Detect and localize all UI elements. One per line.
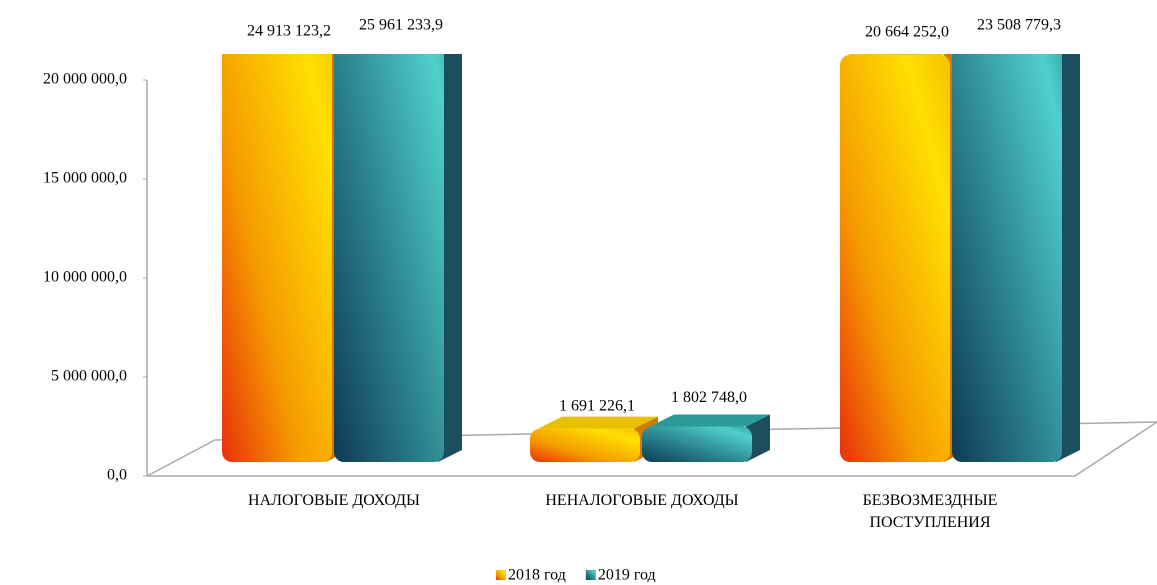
bar-top <box>848 54 946 55</box>
bar <box>530 428 640 462</box>
y-tick-label: 5 000 000,0 <box>51 368 127 385</box>
x-tick-label: НЕНАЛОГОВЫЕ ДОХОДЫ <box>545 492 739 509</box>
bar <box>642 426 752 462</box>
x-tick-label: БЕЗВОЗМЕЗДНЫЕ ПОСТУПЛЕНИЯ <box>862 492 998 531</box>
value-label: 1 691 226,1 <box>559 397 635 414</box>
value-label: 24 913 123,2 <box>247 23 331 40</box>
bar <box>952 54 1062 462</box>
bar <box>334 54 444 462</box>
bar-top <box>538 416 658 429</box>
value-label: 20 664 252,0 <box>865 24 949 41</box>
legend-swatch <box>496 570 506 580</box>
bar <box>222 54 332 462</box>
y-tick-label: 0,0 <box>107 467 127 484</box>
bar <box>840 54 950 462</box>
legend-label: 2018 год <box>508 567 566 584</box>
y-tick-label: 20 000 000,0 <box>43 71 127 88</box>
legend-swatch <box>585 570 596 580</box>
y-tick-label: 15 000 000,0 <box>43 170 127 187</box>
x-tick-label: НАЛОГОВЫЕ ДОХОДЫ <box>248 492 420 509</box>
value-label: 1 802 748,0 <box>671 389 747 406</box>
value-label: 23 508 779,3 <box>977 17 1061 34</box>
value-label: 25 961 233,9 <box>359 17 443 34</box>
y-tick-label: 10 000 000,0 <box>43 269 127 286</box>
bars <box>222 54 1080 462</box>
legend-label: 2019 год <box>598 567 656 584</box>
bar-top <box>650 414 770 427</box>
